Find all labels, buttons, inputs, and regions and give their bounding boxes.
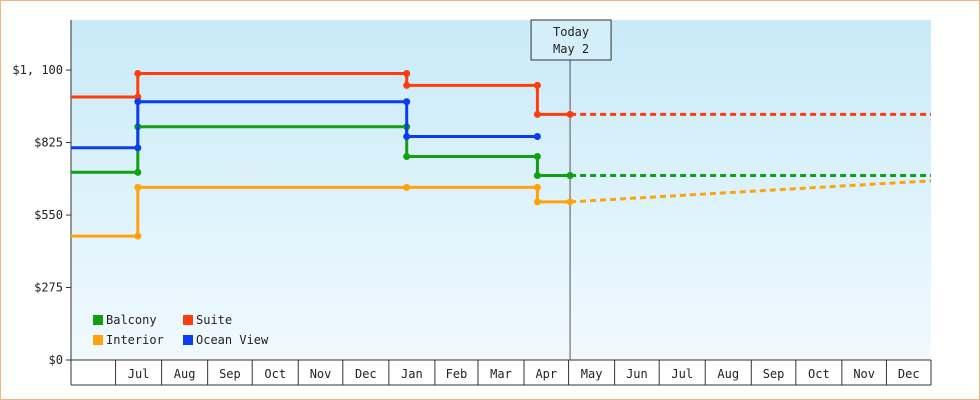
data-point [533, 110, 541, 118]
x-tick-label: Feb [446, 367, 468, 381]
today-box [530, 19, 612, 61]
series-line-suite [71, 72, 571, 116]
legend-swatch [183, 335, 193, 345]
x-tick-label: May [581, 367, 603, 381]
data-point [566, 110, 574, 118]
data-point [533, 132, 541, 140]
data-point [403, 153, 411, 161]
series-interior [71, 179, 932, 240]
forecast-line-interior [570, 179, 932, 204]
x-tick-label: Mar [490, 367, 512, 381]
today-marker: Today May 2 [530, 19, 612, 360]
legend-label: Suite [196, 313, 232, 327]
data-point [403, 132, 411, 140]
data-point [134, 98, 142, 106]
x-tick-label: Sep [763, 367, 785, 381]
data-point [134, 168, 142, 176]
legend-swatch [183, 315, 193, 325]
series-line-ocean-view [71, 100, 538, 150]
x-tick-label: Jul [671, 367, 693, 381]
legend-label: Balcony [106, 313, 157, 327]
data-point [403, 98, 411, 106]
x-tick-label: Nov [310, 367, 332, 381]
x-tick-label: Oct [808, 367, 830, 381]
data-point [533, 153, 541, 161]
data-point [134, 70, 142, 78]
legend-swatch [93, 315, 103, 325]
series-suite [71, 70, 931, 118]
x-axis: Jul Aug Sep Oct Nov Dec Jan Feb Mar Apr May Jun Jul A… [70, 359, 932, 386]
y-axis: $0 $275 $550 $825 $1, 100 [12, 20, 72, 367]
y-tick-label: $1, 100 [12, 63, 63, 77]
y-tick-label: $275 [34, 281, 63, 295]
data-point [533, 198, 541, 206]
series-ocean-view [71, 98, 541, 152]
today-date-label: May 2 [553, 42, 589, 56]
data-point [533, 172, 541, 180]
today-label: Today [553, 25, 589, 39]
x-tick-label: Sep [219, 367, 241, 381]
y-tick-label: $550 [34, 208, 63, 222]
x-tick-label: Aug [174, 367, 196, 381]
x-tick-label: Aug [717, 367, 739, 381]
x-tick-label: Jul [128, 367, 150, 381]
data-point [403, 81, 411, 89]
data-point [566, 172, 574, 180]
y-tick-label: $0 [49, 353, 63, 367]
legend-label: Interior [106, 333, 164, 347]
data-point [566, 198, 574, 206]
legend-swatch [93, 335, 103, 345]
series-layer [71, 70, 932, 240]
x-tick-label: Dec [898, 367, 920, 381]
x-tick-label: Jan [401, 367, 423, 381]
x-tick-label: Nov [853, 367, 875, 381]
legend: Balcony Suite Interior Ocean View [93, 313, 269, 347]
x-tick-label: Oct [264, 367, 286, 381]
plot-area [71, 20, 931, 360]
x-tick-label: Dec [355, 367, 377, 381]
data-point [134, 232, 142, 240]
data-point [533, 183, 541, 191]
data-point [533, 81, 541, 89]
data-point [134, 144, 142, 152]
y-tick-label: $825 [34, 136, 63, 150]
x-tick-label: Apr [535, 367, 557, 381]
data-point [403, 70, 411, 78]
legend-label: Ocean View [196, 333, 269, 347]
data-point [134, 183, 142, 191]
data-point [403, 183, 411, 191]
x-tick-label: Jun [626, 367, 648, 381]
